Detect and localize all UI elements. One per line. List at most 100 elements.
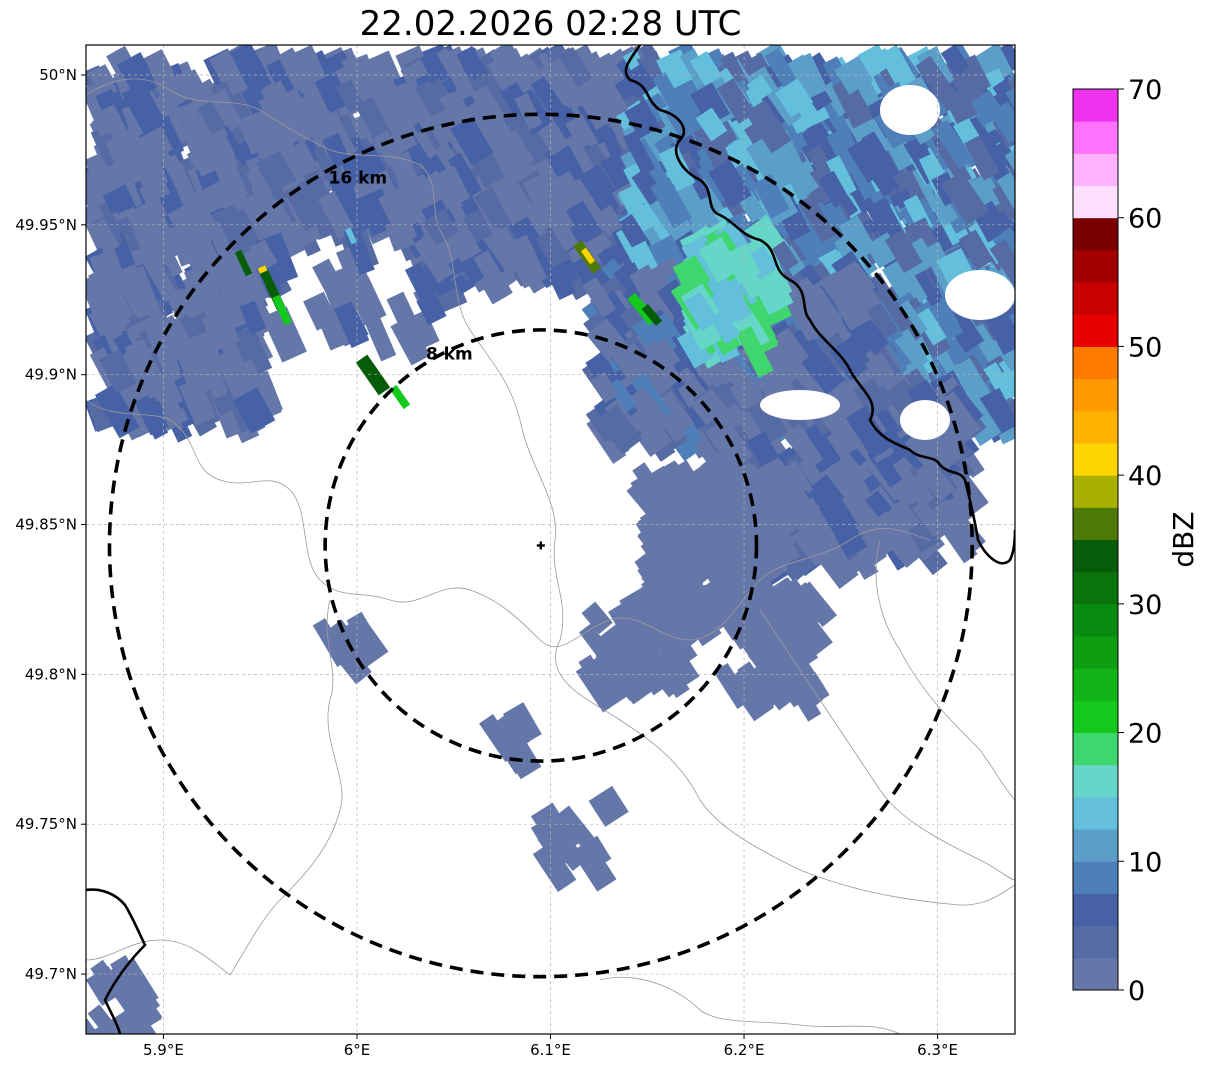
radar-echo-bin [260,80,303,133]
map-gridlines [86,45,1015,1034]
radar-echo-bin [753,273,794,316]
echo-gap [760,390,840,420]
radar-echo-bin [809,301,844,340]
radar-echo-bin [134,395,169,440]
colorbar-segment [1073,764,1118,798]
radar-echo-bin [458,45,490,83]
radar-echo-bin [336,244,371,290]
radar-echo-bin [473,250,511,298]
radar-echo-bin [884,229,923,274]
radar-echo-bin [362,310,397,362]
radar-echo-bin [582,276,617,318]
radar-echo-bin [116,52,160,100]
radar-echo-bin [219,249,254,298]
radar-echo-bin [764,47,798,88]
radar-echo-bin [261,306,307,363]
radar-echo-bin [146,227,180,264]
radar-echo-bin [795,422,843,474]
radar-echo-bin [818,170,850,208]
radar-echo-bin [535,228,571,269]
radar-echo-bin [698,236,741,284]
radar-echo-bin [713,465,745,500]
radar-echo-bin [865,197,904,241]
radar-echo-bin [542,822,581,865]
radar-echo-bin [878,45,920,95]
radar-echo-bin [489,123,535,175]
radar-echo-bin [330,183,372,236]
lon-tick-label: 5.9°E [143,1041,184,1059]
radar-echo-bin [588,785,629,827]
radar-echo-bin [723,403,757,441]
radar-echo-bin [737,661,767,695]
range-ring [107,112,974,979]
colorbar-tick-label: 0 [1128,976,1145,1007]
radar-echo-bin [355,354,391,396]
colorbar-segment [1073,893,1118,927]
radar-echo-bin [650,176,692,229]
radar-echo-bin [786,52,828,102]
radar-echo-bin [964,135,1000,181]
radar-echo-bin [838,263,877,302]
radar-echo-bin [943,469,984,517]
radar-echo-bin [89,252,117,286]
radar-echo-bin [674,131,709,176]
radar-echo-bin [849,162,878,201]
radar-echo-bin [645,651,691,698]
radar-echo-bin [708,159,752,209]
radar-echo-bin [729,375,764,411]
radar-echo-bin [831,76,874,129]
radar-echo-bin [408,310,440,349]
radar-echo-bin [129,143,169,191]
colorbar-segment [1073,314,1118,347]
colorbar-tick-label: 50 [1128,332,1162,363]
radar-echo-bin [580,247,596,265]
radar-echo-bin [630,386,673,433]
radar-echo-bin [413,234,454,283]
radar-echo-bin [474,183,516,229]
radar-echo-bin [581,601,613,635]
colorbar-frame [1072,88,1119,991]
radar-echo-bin [683,291,719,332]
echo-gap [945,270,1015,320]
radar-site-marker [536,541,545,550]
radar-echo-bin [390,316,431,366]
colorbar-segment [1073,217,1118,251]
radar-echo-bin [682,512,731,566]
radar-echo-bin [690,82,731,127]
radar-echo-bin [847,138,886,183]
colorbar-segment [1073,89,1118,122]
radar-echo-bin [612,342,651,382]
radar-echo-bin [355,96,393,144]
radar-echo-bin [234,249,253,277]
radar-echo-bin [212,88,243,131]
radar-echo-bin [746,431,780,467]
colorbar-segment [1073,603,1118,637]
radar-echo-bin [938,493,975,531]
radar-echo-bin [587,75,623,119]
radar-echo-bin [855,511,896,556]
lat-tick-label: 49.9°N [25,366,77,384]
lat-tick-label: 49.7°N [25,965,77,983]
radar-echo-bin [146,55,183,106]
colorbar-segment [1073,861,1118,894]
radar-echo-bin [470,85,508,128]
radar-echo-bin [736,326,774,378]
colorbar-segment [1073,282,1118,315]
colorbar-tick-label: 40 [1128,461,1162,492]
radar-echo-bin [116,206,145,240]
radar-echo-bin [601,657,638,699]
radar-echo-bin [861,131,900,182]
range-ring [323,328,759,763]
radar-echo-bin [548,52,590,102]
radar-echo-bin [120,265,161,319]
radar-echo-bin [213,135,239,171]
colorbar-segment [1073,957,1118,991]
echo-gap [880,85,940,135]
radar-echo-bin [143,199,173,241]
radar-echo-bin [239,300,267,335]
radar-echo-bin [701,486,753,541]
lon-tick-label: 6.1°E [530,1041,571,1059]
radar-echo-bin [87,397,116,433]
colorbar-segment [1073,153,1118,187]
